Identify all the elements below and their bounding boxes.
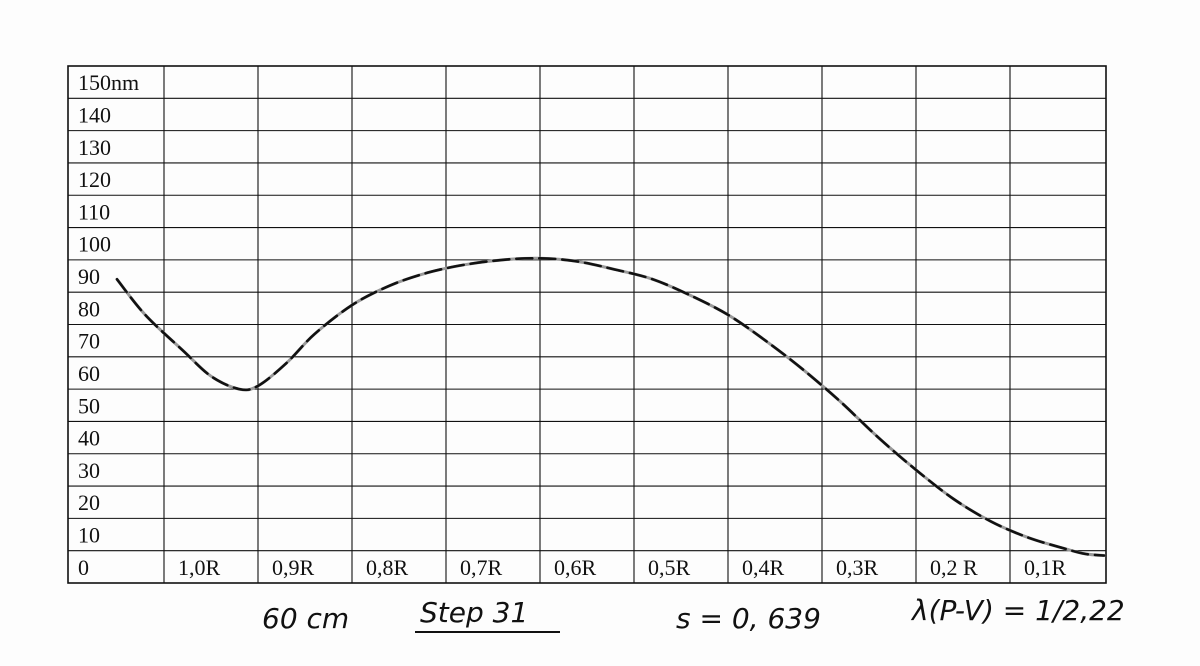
series-line xyxy=(115,256,1106,557)
y-tick-label: 110 xyxy=(78,199,110,224)
series xyxy=(115,256,1106,557)
y-tick-label: 130 xyxy=(78,135,111,160)
x-tick-label: 0,7R xyxy=(460,555,503,580)
y-tick-label: 100 xyxy=(78,232,111,257)
y-tick-label: 90 xyxy=(78,264,100,289)
step-note: Step 31 xyxy=(420,596,528,629)
y-tick-label: 10 xyxy=(78,523,100,548)
x-tick-label: 0,2 R xyxy=(930,555,978,580)
x-axis-ticks: 1,0R 0,9R 0,8R 0,7R 0,6R 0,5R 0,4R 0,3R 0,2 R 0,1… xyxy=(178,555,1067,580)
x-tick-label: 0,8R xyxy=(366,555,409,580)
x-tick-label: 0,6R xyxy=(554,555,597,580)
y-tick-label: 40 xyxy=(78,426,100,451)
x-tick-label: 0,5R xyxy=(648,555,691,580)
handwritten-notes: 60 cm Step 31 s = 0, 639 λ(P-V) = 1/2,22 xyxy=(262,594,1125,635)
y-tick-label: 0 xyxy=(78,555,89,580)
x-tick-label: 0,1R xyxy=(1024,555,1067,580)
y-tick-label: 20 xyxy=(78,490,100,515)
x-tick-label: 0,4R xyxy=(742,555,785,580)
y-tick-label: 50 xyxy=(78,393,100,418)
y-tick-label: 140 xyxy=(78,102,111,127)
x-tick-label: 1,0R xyxy=(178,555,221,580)
distance-note: 60 cm xyxy=(262,602,349,635)
s-value-note: s = 0, 639 xyxy=(676,602,821,635)
x-tick-label: 0,3R xyxy=(836,555,879,580)
y-tick-label: 150nm xyxy=(78,70,139,95)
y-tick-label: 80 xyxy=(78,296,100,321)
y-tick-label: 30 xyxy=(78,458,100,483)
x-tick-label: 0,9R xyxy=(272,555,315,580)
y-tick-label: 70 xyxy=(78,329,100,354)
grid xyxy=(67,65,1107,584)
series-line-under xyxy=(115,256,1106,557)
y-tick-label: 120 xyxy=(78,167,111,192)
lambda-note: λ(P-V) = 1/2,22 xyxy=(910,594,1125,627)
y-tick-label: 60 xyxy=(78,361,100,386)
